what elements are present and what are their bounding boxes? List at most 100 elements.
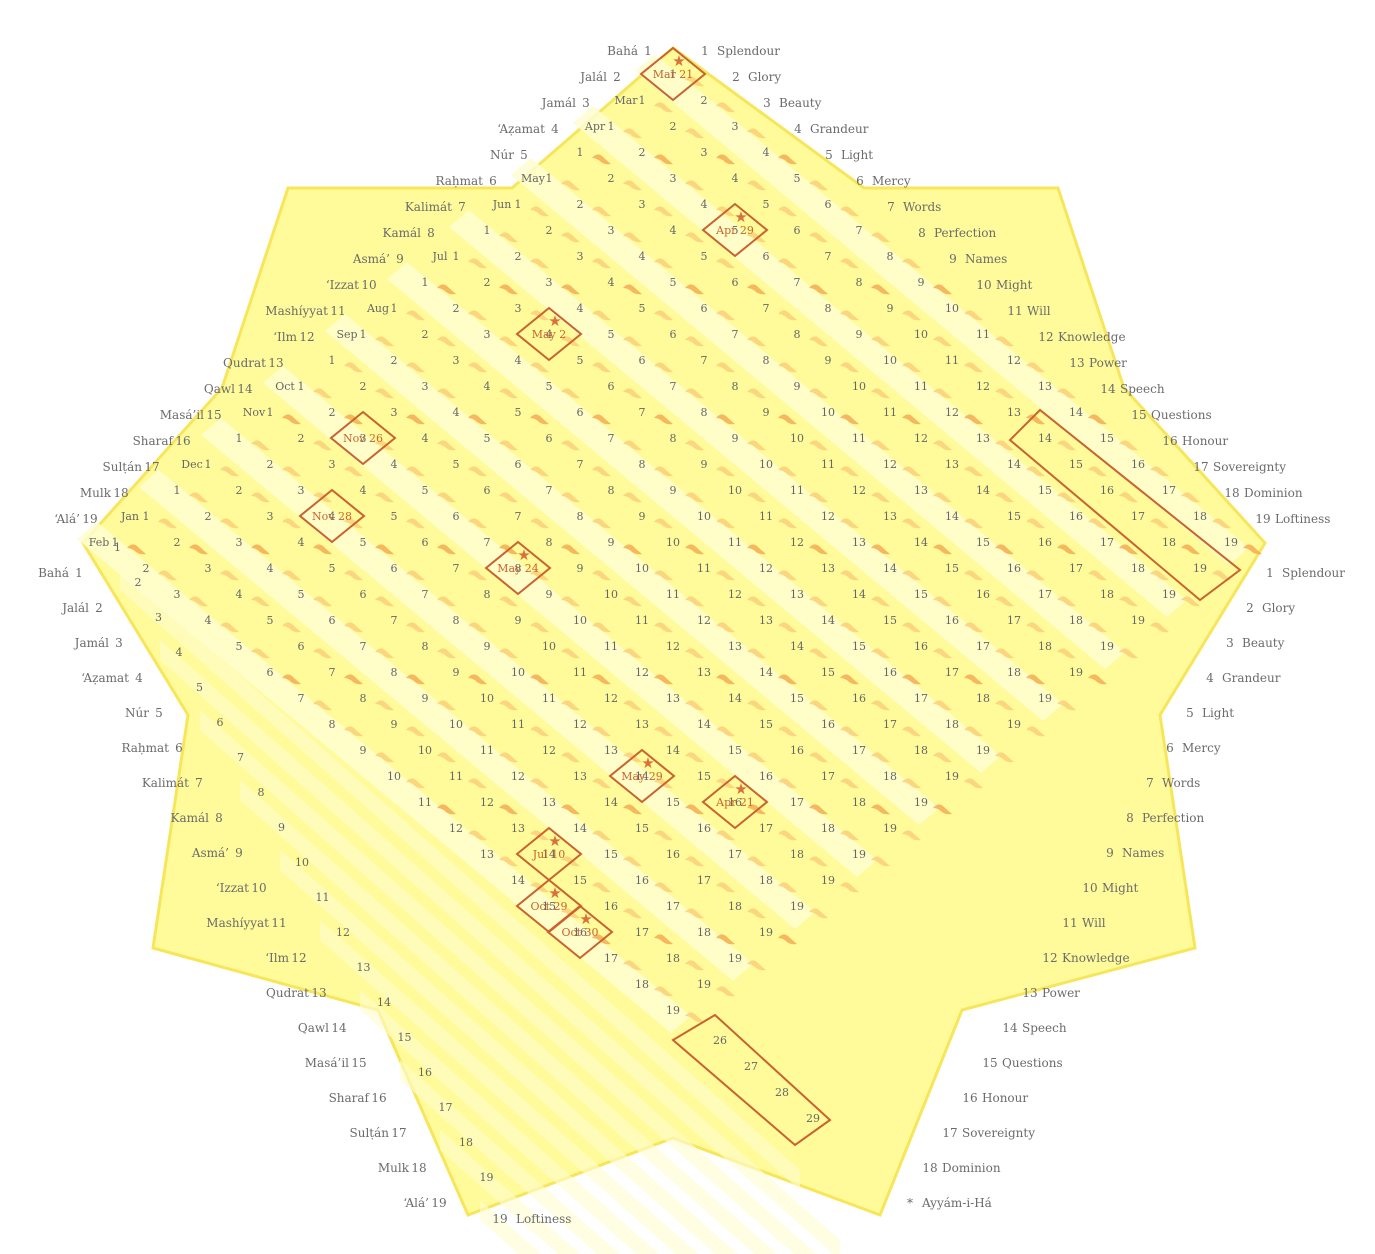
wave-mark: [902, 830, 921, 841]
wave-mark: [778, 206, 797, 217]
wave-mark: [871, 492, 890, 503]
wave-mark: [189, 544, 208, 555]
month-name-lower-left: Jamál: [73, 636, 109, 650]
month-name-lower-left: ‘Aẓamat: [81, 671, 129, 685]
wave-mark: [561, 232, 580, 243]
month-name-lower-left: Mashíyyat: [206, 916, 269, 930]
day-number: 19: [821, 874, 835, 887]
day-number: 11: [542, 692, 556, 705]
wave-mark: [902, 778, 921, 789]
day-number: 14: [666, 744, 680, 757]
day-number: 16: [821, 718, 835, 731]
month-number-lower-left: 4: [135, 671, 143, 685]
wave-mark: [468, 518, 487, 529]
wave-mark: [375, 492, 394, 503]
day-number: 8: [794, 328, 801, 341]
wave-mark: [344, 570, 363, 581]
day-number: 12: [666, 640, 680, 653]
wave-mark: [530, 414, 549, 425]
day-number: 12: [697, 614, 711, 627]
wave-mark: [995, 700, 1014, 711]
wave-mark: [623, 440, 642, 451]
wave-mark: [809, 492, 828, 503]
day-number: 1: [143, 510, 150, 523]
wave-mark: [1088, 674, 1107, 685]
day-number: 5: [329, 562, 336, 575]
month-name-lower-left: Bahá: [38, 566, 69, 580]
day-number: 5: [794, 172, 801, 185]
day-number: 5: [391, 510, 398, 523]
month-name-right: Mercy: [872, 174, 911, 188]
lower-day-number: 13: [357, 961, 371, 974]
day-number: 9: [515, 614, 522, 627]
day-number: 16: [573, 926, 587, 939]
day-number: 19: [852, 848, 866, 861]
wave-mark: [840, 570, 859, 581]
star-icon: ★: [579, 910, 592, 928]
wave-mark: [747, 284, 766, 295]
month-name-left: Qawl: [204, 382, 235, 396]
wave-mark: [654, 258, 673, 269]
wave-mark: [809, 440, 828, 451]
holy-day-box: [608, 748, 676, 804]
day-number: 7: [577, 458, 584, 471]
day-number: 7: [453, 562, 460, 575]
wave-mark: [468, 830, 487, 841]
wave-mark: [468, 726, 487, 737]
wave-mark: [530, 518, 549, 529]
wave-mark: [964, 518, 983, 529]
wave-mark: [809, 284, 828, 295]
wave-mark: [313, 440, 332, 451]
ayyam-i-ha-day: 26: [713, 1034, 727, 1047]
day-number: 1: [577, 146, 584, 159]
star-icon: ★: [517, 546, 530, 564]
holy-day-label: Nov 26: [343, 432, 383, 445]
wave-mark: [747, 752, 766, 763]
month-number-left: 8: [427, 226, 435, 240]
day-number: 6: [298, 640, 305, 653]
wave-mark: [1088, 622, 1107, 633]
wave-mark: [778, 258, 797, 269]
day-number: 7: [515, 510, 522, 523]
day-number: 6: [360, 588, 367, 601]
holy-day-boxes: Mar 21★Apr 29★May 2★May 24★Apr 21★May 29…: [298, 46, 1242, 1147]
day-number: 12: [852, 484, 866, 497]
day-number: 7: [732, 328, 739, 341]
lower-day-number: 8: [258, 786, 265, 799]
month-number-lower-right: 9: [1106, 846, 1114, 860]
day-number: 16: [728, 796, 742, 809]
star-icon: ★: [548, 312, 561, 330]
month-number-lower-right: 11: [1062, 916, 1077, 930]
wave-mark: [406, 726, 425, 737]
lower-day-number: 5: [196, 681, 203, 694]
day-number: 19: [1224, 536, 1238, 549]
wave-mark: [1088, 466, 1107, 477]
day-number: 10: [449, 718, 463, 731]
day-number: 3: [670, 172, 677, 185]
ayyam-i-ha-day: 28: [775, 1086, 789, 1099]
wave-mark: [406, 518, 425, 529]
wave-mark: [809, 648, 828, 659]
day-number: 10: [852, 380, 866, 393]
day-number: 19: [1131, 614, 1145, 627]
wave-mark: [1088, 414, 1107, 425]
day-number: 6: [794, 224, 801, 237]
day-number: 15: [542, 900, 556, 913]
wave-mark: [406, 674, 425, 685]
wave-mark: [437, 752, 456, 763]
wave-mark: [654, 674, 673, 685]
day-number: 5: [639, 302, 646, 315]
day-number: 5: [422, 484, 429, 497]
wave-mark: [1150, 570, 1169, 581]
month-name-left: Kamál: [383, 226, 422, 240]
day-number-grid: 1234567891011121314151617181912345678910…: [89, 68, 1238, 1184]
month-number-lower-right: 18: [922, 1161, 937, 1175]
month-number-lower-right: 5: [1186, 706, 1194, 720]
month-number-lower-left: 17: [391, 1126, 406, 1140]
wave-mark: [902, 310, 921, 321]
ayyam-i-ha-day: 27: [744, 1060, 758, 1073]
day-number: 12: [883, 458, 897, 471]
wave-mark: [406, 414, 425, 425]
month-number-right: 17: [1193, 460, 1208, 474]
day-number: 7: [763, 302, 770, 315]
